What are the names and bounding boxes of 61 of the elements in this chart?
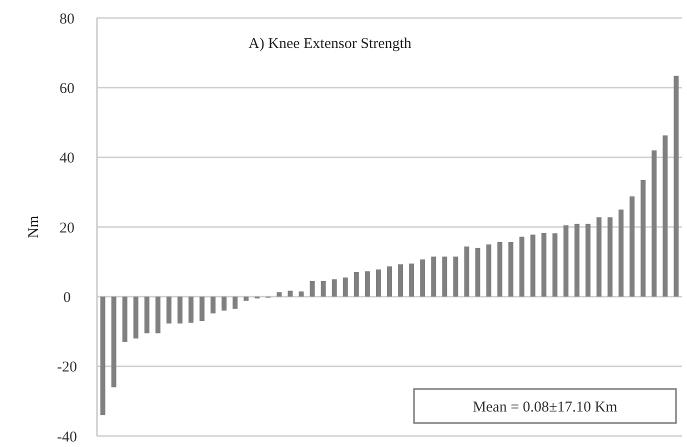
- bar: [387, 266, 392, 297]
- bar: [288, 290, 293, 297]
- bar: [354, 272, 359, 297]
- bar: [166, 296, 172, 324]
- bar: [320, 280, 326, 297]
- bar: [155, 296, 160, 334]
- bar: [497, 242, 502, 297]
- bar: [541, 232, 546, 297]
- bar: [453, 256, 458, 297]
- bar: [364, 271, 370, 297]
- bar: [652, 150, 657, 297]
- bar: [530, 234, 536, 297]
- bar: [210, 296, 216, 314]
- bar: [310, 280, 315, 297]
- bar: [332, 279, 337, 297]
- bar: [586, 224, 590, 297]
- bar: [276, 292, 282, 297]
- bar: [563, 225, 568, 297]
- bar: [552, 233, 558, 297]
- bar: [200, 296, 205, 322]
- bar: [144, 296, 150, 334]
- bar: [222, 296, 227, 311]
- bar: [409, 264, 414, 297]
- bar: [232, 296, 238, 309]
- y-tick-label: 20: [60, 220, 74, 236]
- bar: [674, 76, 679, 297]
- bar: [376, 269, 381, 297]
- bar: [464, 246, 470, 297]
- bar: [486, 244, 492, 297]
- bar: [442, 256, 448, 297]
- bar: [188, 296, 194, 323]
- bar: [640, 180, 646, 297]
- y-tick-label: -20: [57, 360, 77, 376]
- y-tick-label: 0: [63, 290, 71, 306]
- bar: [122, 296, 128, 342]
- bar: [618, 210, 624, 297]
- bar: [342, 278, 348, 297]
- bar: [596, 217, 602, 297]
- bar: [574, 224, 580, 297]
- bar: [111, 296, 116, 388]
- bar: [100, 296, 106, 416]
- bar: [475, 248, 480, 297]
- y-tick-label: 60: [60, 80, 74, 97]
- y-tick-label: -40: [57, 429, 77, 446]
- bar: [630, 196, 635, 297]
- text: A) Knee Extensor Strength: [248, 36, 412, 52]
- bar: [398, 264, 404, 297]
- bar: [519, 236, 524, 297]
- y-tick-label: 80: [60, 11, 74, 28]
- bar: [508, 242, 514, 297]
- bar: [298, 291, 304, 297]
- bar: [178, 296, 182, 324]
- bar: [133, 296, 138, 338]
- y-tick-label: 40: [60, 150, 74, 167]
- bar: [662, 135, 668, 297]
- bar: [431, 256, 436, 297]
- bar: [244, 296, 249, 301]
- annotation: Mean = 0.08±17.10 Km: [472, 399, 618, 416]
- bar: [608, 217, 613, 297]
- bar: [420, 259, 426, 297]
- y-axis-title: Nm: [26, 215, 42, 238]
